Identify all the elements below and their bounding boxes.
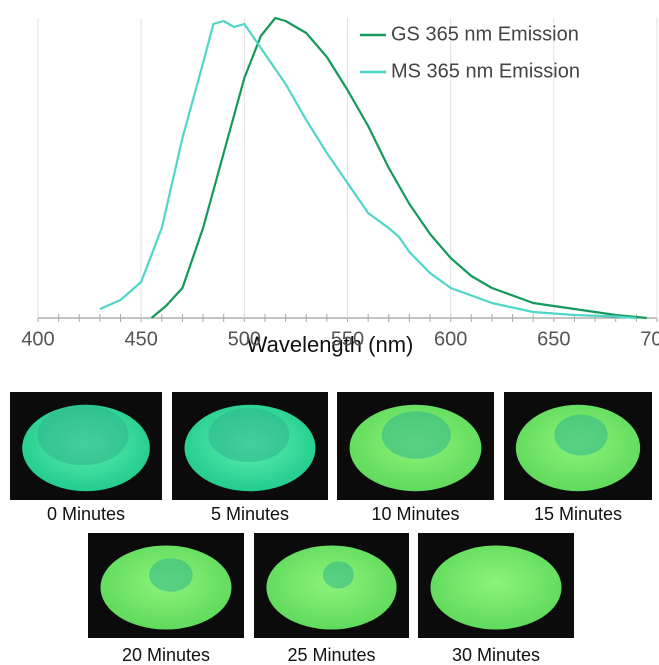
x-axis-label: Wavelength (nm) (247, 332, 414, 357)
x-tick-label: 700 (640, 328, 659, 350)
unlit-region (37, 404, 129, 466)
x-tick-label: 600 (434, 328, 467, 350)
x-tick-label: 500 (228, 328, 261, 350)
unlit-region (149, 558, 193, 592)
sample (266, 545, 397, 630)
caption: 25 Minutes (287, 645, 375, 665)
caption: 5 Minutes (211, 504, 289, 524)
legend-label: GS 365 nm Emission (391, 23, 579, 45)
caption: 20 Minutes (122, 645, 210, 665)
caption: 30 Minutes (452, 645, 540, 665)
caption: 15 Minutes (534, 504, 622, 524)
unlit-region (554, 414, 608, 456)
x-tick-label: 400 (21, 328, 54, 350)
caption: 10 Minutes (371, 504, 459, 524)
sample (430, 545, 562, 630)
legend-label: MS 365 nm Emission (391, 60, 580, 82)
series-line (99, 19, 637, 320)
caption: 0 Minutes (47, 504, 125, 524)
unlit-region (322, 561, 354, 589)
x-tick-label: 550 (331, 328, 364, 350)
x-tick-label: 450 (124, 328, 157, 350)
series-line (150, 16, 647, 320)
unlit-region (381, 411, 451, 459)
unlit-region (208, 408, 290, 463)
x-tick-label: 650 (537, 328, 570, 350)
